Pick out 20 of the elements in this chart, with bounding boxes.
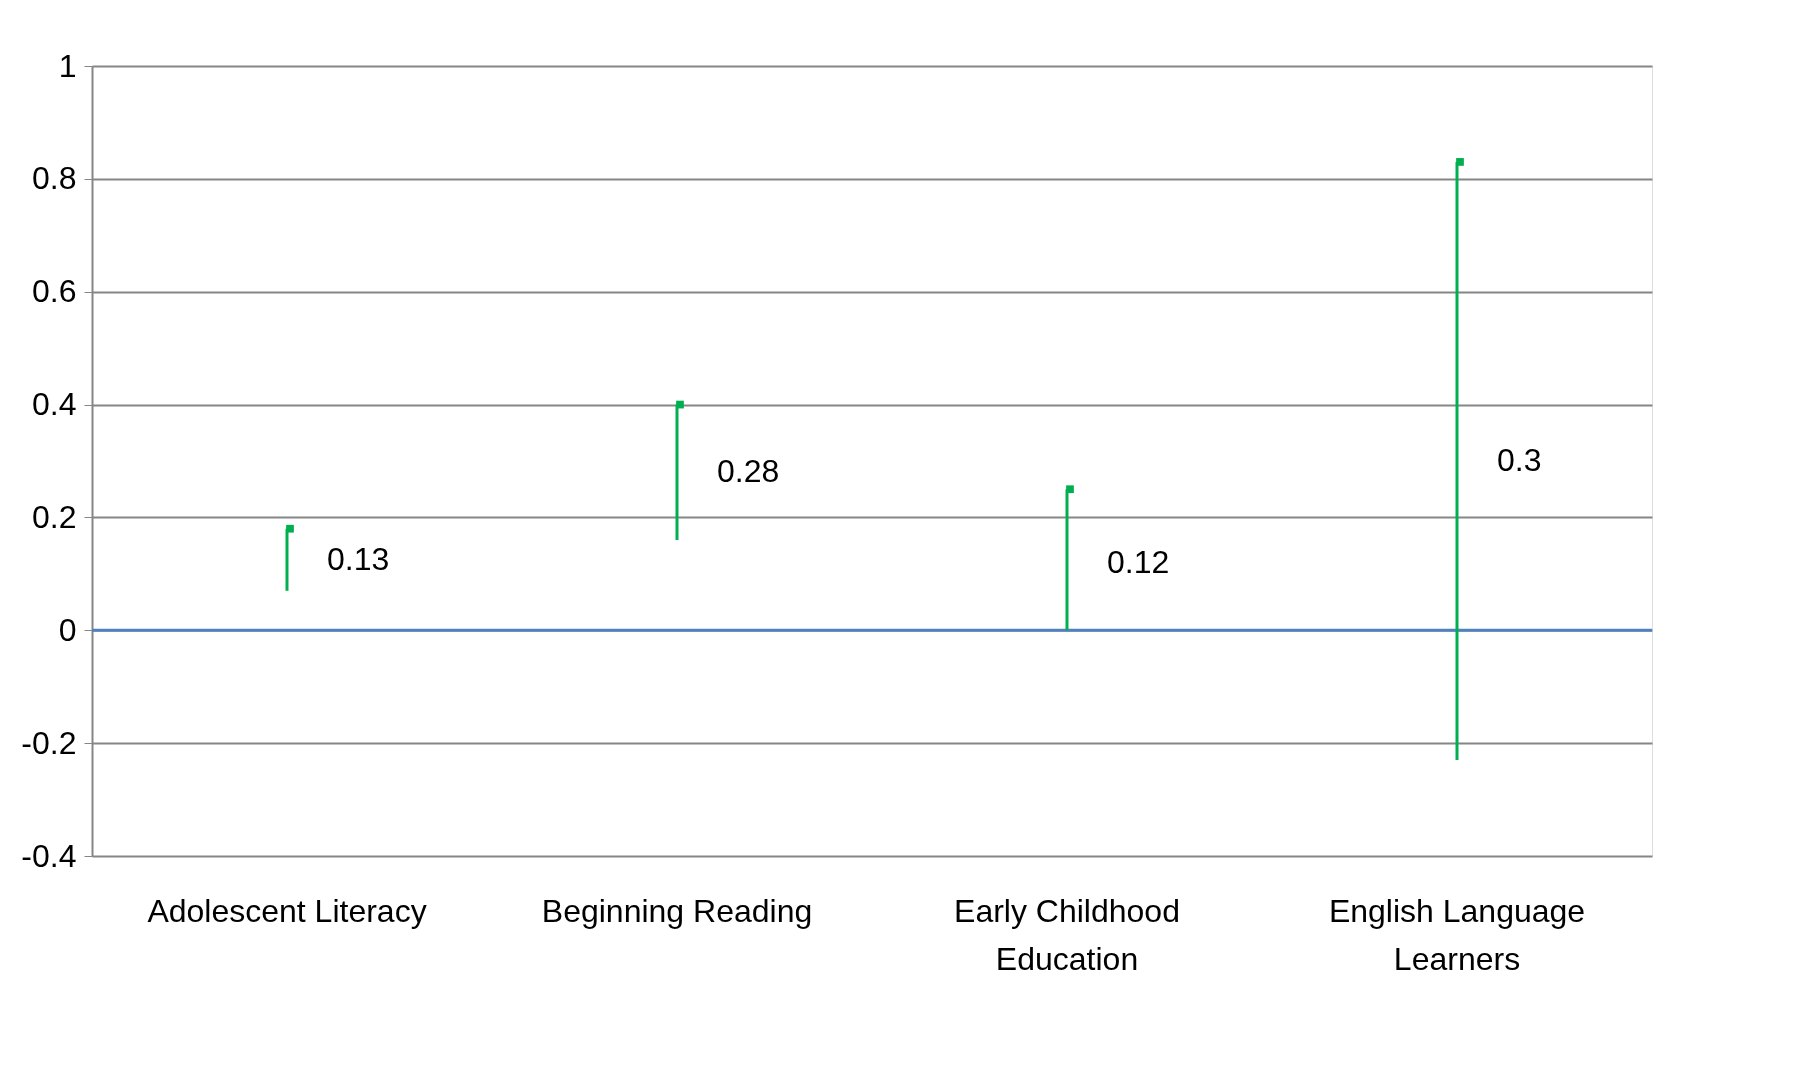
annotation: 0.28: [717, 453, 780, 490]
annotation: 0.12: [1107, 543, 1170, 580]
point: [286, 524, 294, 533]
x-tick-label: Adolescent Literacy: [147, 892, 427, 929]
y-tick-label: -0.2: [21, 724, 77, 761]
point: [1066, 485, 1074, 494]
annotation: 0.13: [327, 540, 390, 577]
point: [1456, 158, 1464, 166]
y-tick-label: -0.4: [21, 837, 77, 874]
x-tick-label: English Language Learners: [1328, 892, 1586, 977]
y-tick-label: 0.6: [32, 273, 77, 310]
y-tick-label: 0.2: [32, 498, 77, 535]
annotation: 0.3: [1497, 442, 1542, 478]
y-tick-label: 0.8: [32, 160, 77, 197]
x-tick-label: Beginning Reading: [541, 892, 813, 929]
x-tick-label: Early Childhood Education: [954, 892, 1180, 977]
y-tick-label: 0.4: [32, 386, 77, 423]
point: [676, 400, 684, 409]
y-tick-label: 0: [58, 611, 77, 648]
y-tick-label: 1: [58, 47, 77, 84]
